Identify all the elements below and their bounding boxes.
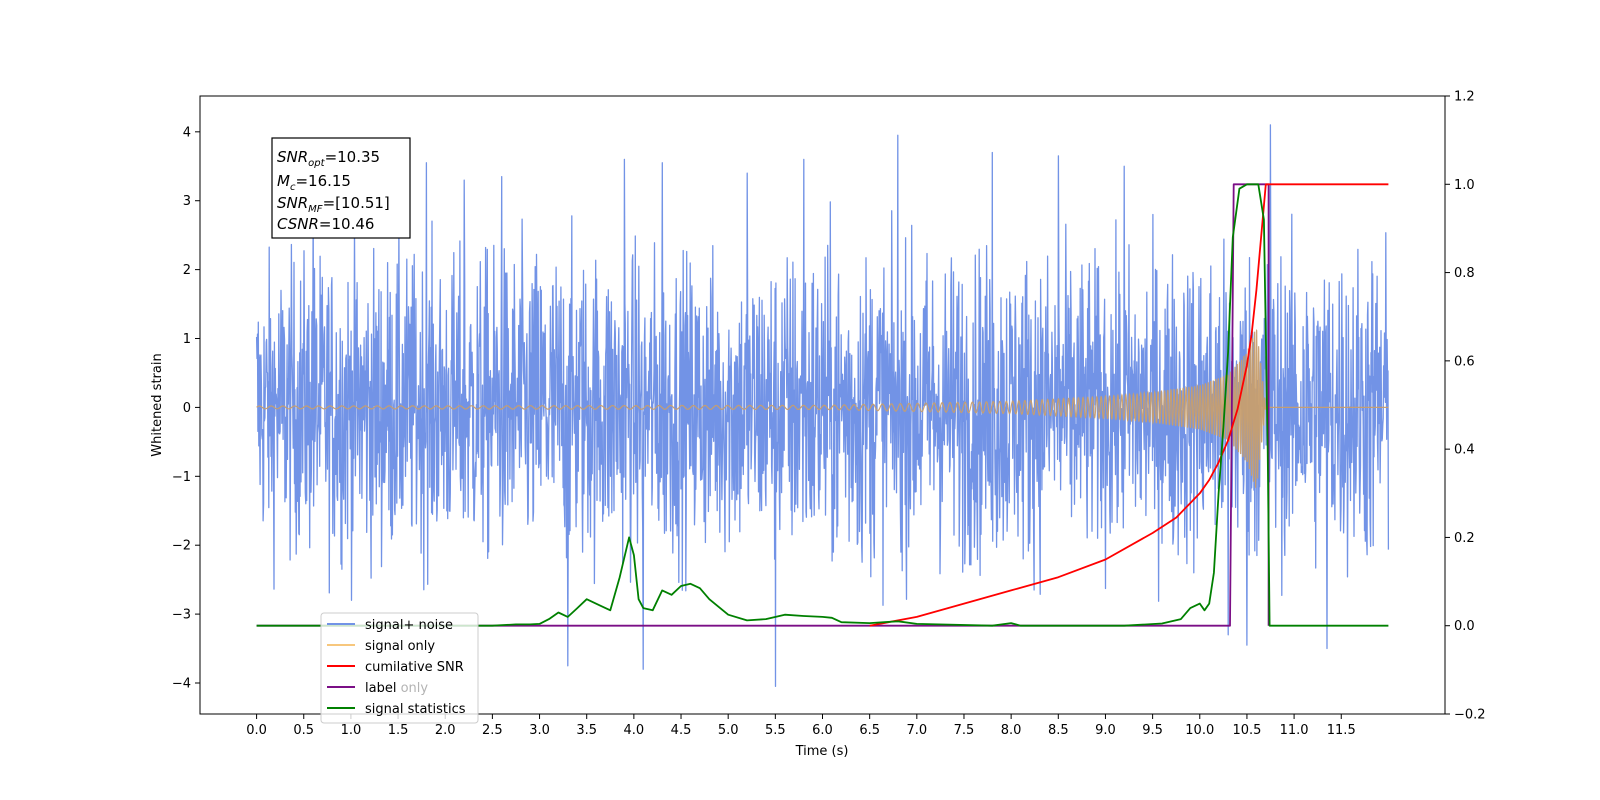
x-tick-label: 8.5 — [1048, 723, 1069, 738]
y-tick-label: −2 — [172, 539, 191, 554]
annotation-snr-opt-value: =10.35 — [325, 148, 381, 166]
x-tick-label: 3.5 — [576, 723, 597, 738]
legend-item-signal-statistics: signal statistics — [327, 702, 466, 717]
annotation-snr-opt-sub: opt — [308, 158, 325, 169]
y-tick-label: −1 — [172, 470, 191, 485]
right-axis-series — [256, 183, 1389, 627]
x-tick-label: 11.0 — [1280, 723, 1309, 738]
y-tick-label: 2 — [183, 263, 191, 278]
cumilative-snr-line — [869, 183, 1389, 627]
y-axis-ticks: −4 −3 −2 −1 0 1 2 3 4 — [172, 125, 200, 691]
annotation-snr-mf-sub: MF — [308, 204, 323, 215]
legend: signal+ noise signal only cumilative SNR… — [320, 612, 479, 724]
x-tick-label: 4.5 — [671, 723, 692, 738]
y2-tick-label: 0.0 — [1454, 619, 1475, 634]
x-tick-label: 1.5 — [388, 723, 409, 738]
x-tick-label: 7.5 — [954, 723, 975, 738]
legend-label-label-bg — [364, 679, 400, 695]
y2-tick-label: 1.0 — [1454, 178, 1475, 193]
y2-axis-ticks: −0.2 0.0 0.2 0.4 0.6 0.8 1.0 1.2 — [1445, 90, 1486, 723]
annotation-box: SNRopt=10.35 Mc=16.15 SNRMF=[10.51] CSNR… — [271, 137, 411, 239]
legend-label-signal-statistics: signal statistics — [365, 702, 466, 717]
plot-area — [255, 124, 1390, 688]
x-tick-label: 2.5 — [482, 723, 503, 738]
y2-tick-label: 0.8 — [1454, 266, 1475, 281]
x-tick-label: 4.0 — [624, 723, 645, 738]
x-tick-label: 6.0 — [812, 723, 833, 738]
y2-tick-label: 0.2 — [1454, 531, 1475, 546]
x-axis-ticks: 0.0 0.5 1.0 1.5 2.0 2.5 3.0 3.5 4.0 4.5 5.0 5.5 6.0 6… — [246, 714, 1356, 738]
signal-plus-noise-series — [255, 124, 1390, 688]
x-tick-label: 10.0 — [1185, 723, 1214, 738]
x-tick-label: 7.0 — [906, 723, 927, 738]
legend-label-cumilative-snr: cumilative SNR — [365, 660, 464, 675]
x-tick-label: 0.5 — [293, 723, 314, 738]
annotation-snr-mf-name: SNR — [277, 194, 308, 212]
x-axis-label: Time (s) — [795, 744, 849, 759]
legend-item-signal-noise: signal+ noise — [327, 618, 453, 633]
annotation-line-mc: Mc=16.15 — [277, 172, 351, 193]
x-tick-label: 0.0 — [246, 723, 267, 738]
annotation-snr-mf-value: =[10.51] — [323, 194, 390, 212]
y-tick-label: −4 — [172, 676, 191, 691]
x-tick-label: 8.0 — [1001, 723, 1022, 738]
y-tick-label: 4 — [183, 125, 191, 140]
legend-item-label: label only label — [327, 679, 428, 696]
y2-tick-label: −0.2 — [1454, 708, 1486, 723]
legend-frame — [320, 612, 479, 724]
label-line — [256, 183, 1270, 627]
legend-item-cumilative-snr: cumilative SNR — [327, 660, 464, 675]
annotation-mc-name: M — [277, 172, 290, 190]
x-tick-label: 2.0 — [435, 723, 456, 738]
y-tick-label: 3 — [183, 194, 191, 209]
x-tick-label: 6.5 — [859, 723, 880, 738]
y-tick-label: 1 — [183, 332, 191, 347]
x-tick-label: 9.5 — [1142, 723, 1163, 738]
x-tick-label: 11.5 — [1327, 723, 1356, 738]
x-tick-label: 10.5 — [1232, 723, 1261, 738]
legend-label-label: label — [365, 681, 396, 696]
x-tick-label: 1.0 — [341, 723, 362, 738]
x-tick-label: 9.0 — [1095, 723, 1116, 738]
annotation-mc-sub: c — [290, 182, 296, 193]
signal-only-series — [256, 329, 1389, 488]
legend-label-signal-only: signal only — [365, 639, 435, 654]
y-tick-label: 0 — [183, 401, 191, 416]
x-tick-label: 3.0 — [529, 723, 550, 738]
annotation-line-snr-opt: SNRopt=10.35 — [277, 148, 380, 169]
annotation-frame — [271, 137, 411, 239]
y2-tick-label: 0.6 — [1454, 354, 1475, 369]
y-tick-label: −3 — [172, 608, 191, 623]
y2-tick-label: 1.2 — [1454, 90, 1475, 105]
annotation-mc-value: =16.15 — [295, 172, 351, 190]
annotation-csnr-value: =10.46 — [319, 215, 375, 233]
annotation-line-snr-mf: SNRMF=[10.51] — [277, 194, 390, 215]
y-axis-label: Whitened strain — [150, 353, 165, 456]
x-tick-label: 5.5 — [765, 723, 786, 738]
signal-plus-noise-line — [255, 124, 1390, 688]
legend-item-signal-only: signal only — [327, 639, 435, 654]
annotation-snr-opt-name: SNR — [277, 148, 308, 166]
x-tick-label: 5.0 — [718, 723, 739, 738]
annotation-csnr-name: CSNR — [277, 215, 319, 233]
annotation-line-csnr: CSNR=10.46 — [277, 215, 374, 233]
legend-label-signal-noise: signal+ noise — [365, 618, 453, 633]
y2-tick-label: 0.4 — [1454, 443, 1475, 458]
signal-only-line — [256, 329, 1389, 488]
signal-statistics-line — [256, 183, 1389, 627]
